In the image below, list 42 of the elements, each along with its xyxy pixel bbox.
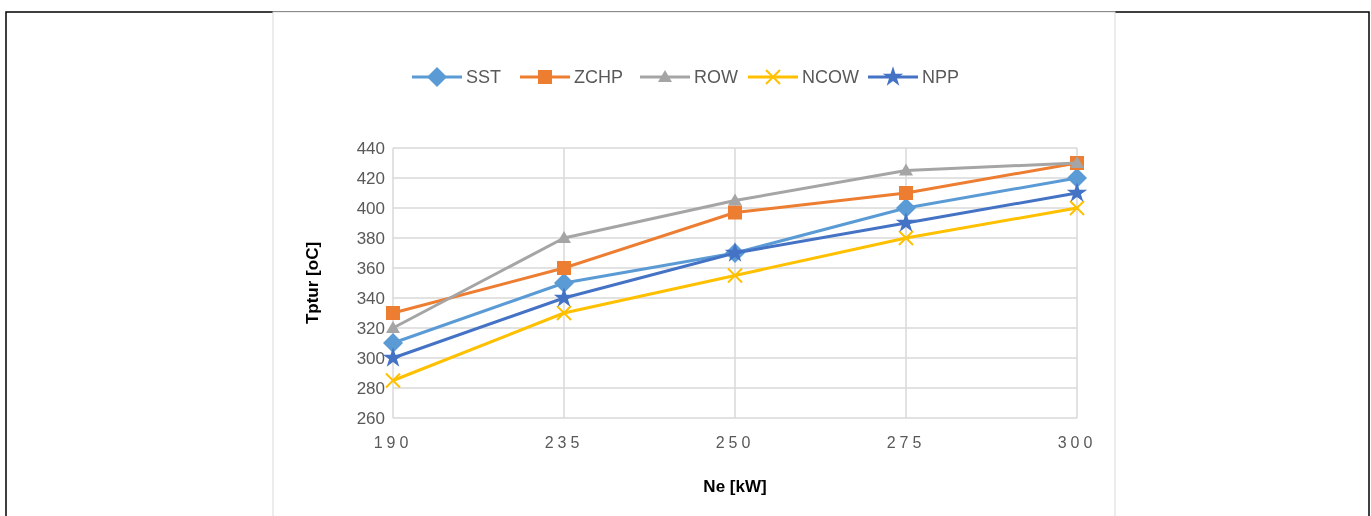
- point: [899, 163, 913, 176]
- x-tick-label: 275: [886, 434, 926, 451]
- y-tick-label: 420: [356, 168, 385, 188]
- point: [728, 193, 742, 206]
- y-tick-label: 440: [356, 138, 385, 158]
- legend-label: NPP: [922, 67, 960, 88]
- point: [554, 273, 574, 293]
- y-tick-label: 320: [356, 318, 385, 338]
- point: [899, 186, 913, 200]
- x-tick-label: 300: [1057, 434, 1097, 451]
- point: [557, 231, 571, 243]
- point: [386, 306, 400, 320]
- x-tick-label: 250: [715, 434, 755, 451]
- point: [386, 321, 400, 333]
- point: [556, 305, 572, 321]
- x-tick-label: 190: [373, 434, 413, 451]
- x-tick-label: 235: [544, 434, 584, 451]
- y-tick-label: 260: [356, 408, 385, 428]
- point: [895, 212, 917, 232]
- point: [553, 287, 575, 307]
- point: [728, 205, 742, 220]
- legend-label: SST: [466, 67, 502, 88]
- legend-label: NCOW: [802, 67, 859, 88]
- y-tick-label: 400: [356, 198, 385, 218]
- legend-label: ZCHP: [574, 67, 623, 88]
- legend-label: ROW: [694, 67, 738, 88]
- point: [1066, 182, 1088, 202]
- y-tick-label: 300: [356, 348, 385, 368]
- point: [557, 261, 571, 275]
- y-axis-title: Tptur [oC]: [303, 241, 322, 325]
- point: [383, 333, 403, 353]
- x-axis-title: Ne [kW]: [703, 477, 767, 496]
- point: [727, 267, 743, 284]
- point: [385, 372, 401, 389]
- point: [1067, 168, 1087, 188]
- point: [898, 230, 914, 246]
- y-tick-label: 280: [356, 378, 385, 398]
- point: [896, 198, 916, 218]
- y-tick-label: 380: [356, 228, 385, 248]
- y-tick-label: 360: [356, 258, 385, 278]
- point: [1069, 200, 1085, 216]
- y-tick-label: 340: [356, 288, 385, 308]
